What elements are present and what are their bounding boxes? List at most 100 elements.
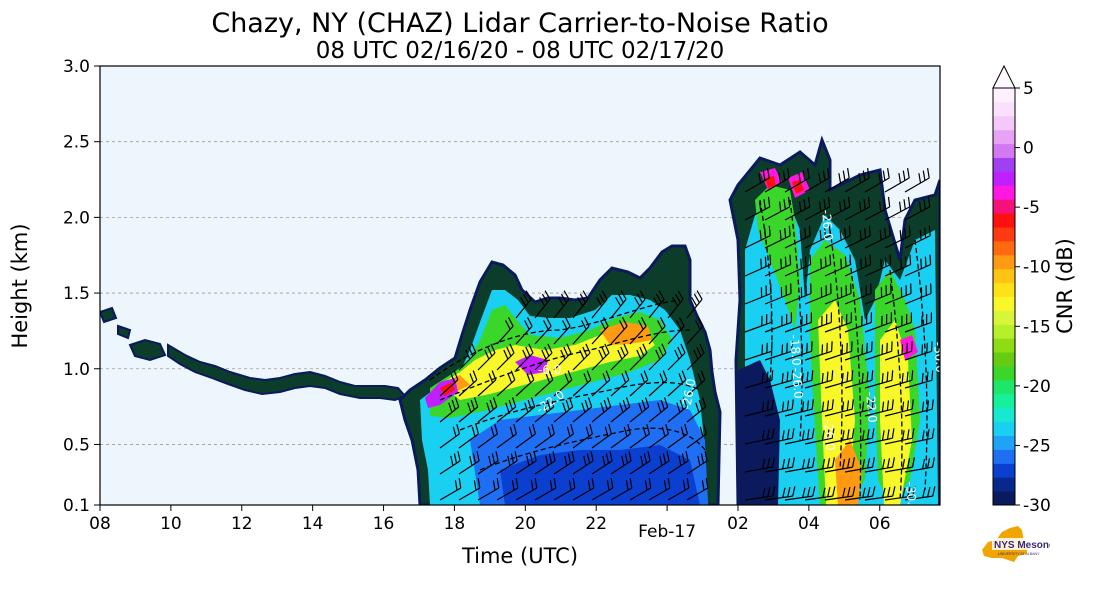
wind-barb [824,457,855,473]
colorbar-tick-label: -20 [1023,377,1051,397]
wind-barb [534,478,557,501]
night-cloud-blue [738,360,780,505]
wind-barb [610,451,632,475]
wind-barb [904,312,932,333]
wind-barb [534,290,551,319]
wind-barb [591,478,614,501]
wind-barb [667,317,685,345]
wind-barb [686,451,708,475]
wind-barb [629,290,646,319]
wind-barb [824,341,853,361]
colorbar-segment [993,352,1015,367]
wind-barb [784,283,812,305]
colorbar-segment [993,115,1015,131]
wind-barb [764,283,792,305]
wind-barb [591,343,610,371]
wind-barb [744,486,776,501]
colorbar-segment [993,463,1015,478]
wind-barb [572,397,593,423]
colorbar-segment [993,477,1015,492]
x-tick-label: 16 [373,514,395,534]
y-axis-label: Height (km) [8,223,32,348]
wind-barb [648,290,665,319]
wind-barb [884,457,915,473]
colorbar-label: CNR (dB) [1053,238,1077,334]
wind-barb [764,370,794,389]
wind-barb [864,457,895,473]
contour-label: -26.0 [821,419,838,451]
wind-barb [439,397,460,423]
colorbar-segment [993,407,1015,423]
logo-text: NYS Mesonet [994,540,1050,551]
colorbar-extend-arrow [992,64,1016,89]
x-tick-label: 06 [869,514,891,534]
wind-barb [844,428,875,445]
wind-barb [904,341,933,361]
wind-barb [824,254,852,277]
wind-barb [629,343,648,371]
wind-barb [572,343,591,371]
wind-barb [515,317,533,345]
colorbar: 5 0 -5 -10 -15 -20 -25 -30 [992,64,1051,516]
wind-barb [686,424,707,449]
wind-barb [591,370,611,397]
colorbar-segment [993,157,1015,172]
wind-barb [515,451,537,475]
wind-barb [764,254,792,277]
wind-barb [844,399,874,417]
wind-barb [904,370,934,389]
wind-barb [864,196,891,221]
wind-barb [764,457,795,473]
wind-barb [686,343,705,371]
night-cloud-orange [835,440,862,505]
wind-barb [744,399,774,417]
wind-barb [629,397,650,423]
wind-barb [477,397,498,423]
wind-barb [553,343,572,371]
wind-barb [515,424,536,449]
colorbar-segment [993,143,1015,158]
wind-barb [572,451,594,475]
wind-barb [904,168,930,193]
cnr-field: -6.0 -22.0 -26.0 -18.0 -26.0 -26.0 -30.0… [100,135,940,513]
wind-barb [784,196,811,221]
wind-barb [744,283,772,305]
wind-barb [591,397,612,423]
wind-barb [744,168,770,193]
wind-barb [667,397,688,423]
contour-label: -30.0 [903,481,920,513]
wind-barb [515,370,535,397]
contour-label: -26.0 [819,209,836,241]
wind-barb [844,312,872,333]
wind-barb [824,486,856,501]
wind-barb [686,478,709,501]
wind-barb [496,397,517,423]
wind-barb [784,486,816,501]
wind-barb [844,254,872,277]
x-tick-label: 22 [585,514,607,534]
colorbar-segment [993,324,1015,339]
wind-barb [884,341,913,361]
wind-barb [553,317,571,345]
wind-barb [610,397,631,423]
wind-barb [534,317,552,345]
wind-barb [610,370,630,397]
wind-barb [864,168,890,193]
x-tick-label: 10 [160,514,182,534]
wind-barb [515,290,532,319]
wind-barb [824,168,850,193]
wind-barb [784,168,810,193]
y-tick-label: 2.5 [63,133,90,153]
wind-barb [648,451,670,475]
wind-barb [804,399,834,417]
wind-barb [844,370,874,389]
x-tick-label: 20 [514,514,536,534]
colorbar-segment [993,393,1015,409]
wind-barb [553,290,570,319]
wind-barb [844,341,873,361]
wind-barb [884,399,914,417]
wind-barb [764,428,795,445]
colorbar-segment [993,282,1015,297]
wind-barb [784,341,813,361]
y-tick-label: 3.0 [63,57,90,77]
